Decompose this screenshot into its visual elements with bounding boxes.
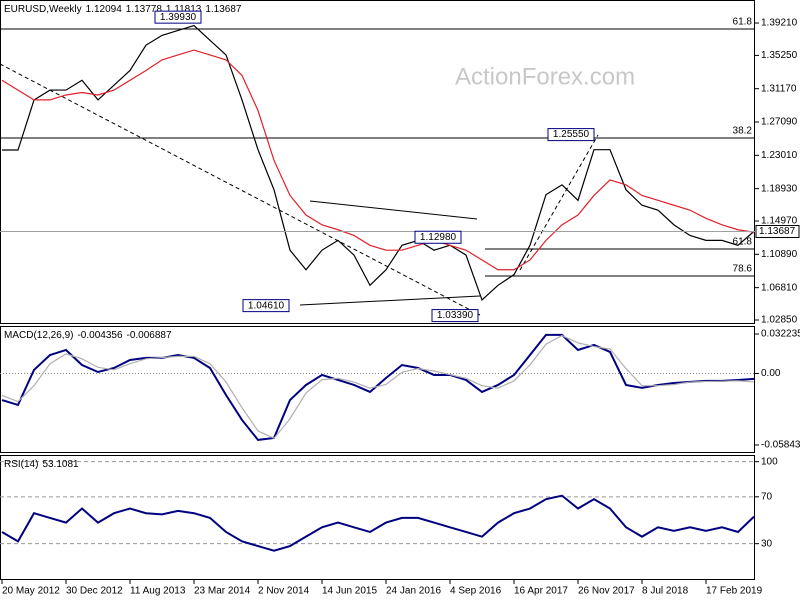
watermark: ActionForex.com — [455, 63, 635, 90]
y-tick-label: 0.00 — [761, 368, 781, 379]
y-tick-label: -0.058434 — [761, 440, 800, 451]
y-tick-label: 1.23010 — [761, 150, 798, 161]
readout-value: -0.006887 — [127, 330, 172, 341]
panel-frame — [0, 0, 755, 324]
y-tick-label: 1.18930 — [761, 183, 798, 194]
series-line — [1, 334, 755, 440]
y-tick-label: 1.27090 — [761, 117, 798, 128]
x-tick-label: 20 May 2012 — [2, 586, 60, 597]
x-tick-label: 17 Feb 2019 — [706, 586, 763, 597]
y-tick-label: 70 — [761, 491, 773, 502]
annotation-box — [431, 309, 479, 323]
panel-title: MACD(12,26,9) — [4, 330, 73, 341]
y-tick-label: 1.02850 — [761, 315, 798, 326]
trendline — [519, 134, 599, 271]
annotation-box — [414, 230, 462, 244]
x-tick-label: 16 Apr 2017 — [514, 586, 568, 597]
annotation-label: 1.39930 — [160, 12, 197, 23]
readout-value: -0.004356 — [77, 330, 122, 341]
panel-header: EURUSD,Weekly 1.12094 1.13778 1.11813 1.1368… — [4, 4, 242, 15]
x-tick-label: 8 Jul 2018 — [642, 586, 689, 597]
x-tick-label: 14 Jun 2015 — [322, 586, 377, 597]
panel-title: RSI(14) — [4, 459, 38, 470]
panel-header: MACD(12,26,9) -0.004356 -0.006887 — [4, 330, 172, 341]
x-tick-label: 30 Dec 2012 — [66, 586, 123, 597]
trendline — [309, 200, 478, 220]
annotation-label: 1.25550 — [553, 129, 590, 140]
y-tick-label: 0.032235 — [761, 329, 800, 340]
x-tick-label: 24 Jan 2016 — [386, 586, 441, 597]
y-tick-label: 1.14970 — [761, 216, 798, 227]
annotation-box — [154, 10, 202, 24]
level-label: 61.8 — [733, 17, 753, 28]
y-tick-label: 1.10890 — [761, 249, 798, 260]
annotation-box — [547, 128, 595, 142]
series-line — [1, 49, 755, 271]
trendline — [299, 295, 481, 306]
level-label: 78.6 — [733, 264, 753, 275]
annotation-box — [242, 299, 290, 313]
readout-value: 53.1081 — [42, 459, 79, 470]
series-line — [1, 494, 755, 552]
x-tick-label: 11 Aug 2013 — [130, 586, 186, 597]
x-tick-label: 26 Nov 2017 — [578, 586, 635, 597]
series-line — [2, 24, 755, 302]
level-label: 38.2 — [733, 126, 753, 137]
y-tick-label: 30 — [761, 538, 773, 549]
y-tick-label: 100 — [761, 456, 778, 467]
panel-frame — [0, 326, 755, 453]
y-tick-label: 1.35250 — [761, 50, 798, 61]
readout-value: 1.13778 — [126, 4, 163, 15]
y-tick-label: 1.39210 — [761, 18, 798, 29]
panel-header: RSI(14) 53.1081 — [4, 459, 79, 470]
y-tick-label: 1.31170 — [761, 83, 797, 94]
annotation-label: 1.03390 — [437, 310, 474, 321]
x-tick-label: 2 Nov 2014 — [258, 586, 310, 597]
y-tick-label: 1.06810 — [761, 282, 798, 293]
readout-value: 1.13687 — [205, 4, 242, 15]
annotation-label: 1.04610 — [248, 300, 285, 311]
trendlines — [0, 63, 599, 316]
trendline — [0, 63, 481, 316]
series-line — [1, 333, 755, 441]
x-tick-label: 4 Sep 2016 — [450, 586, 502, 597]
panel-title: EURUSD,Weekly — [4, 4, 82, 15]
x-tick-label: 23 Mar 2014 — [194, 586, 251, 597]
readout-value: 1.12094 — [86, 4, 123, 15]
annotation-label: 1.12980 — [420, 232, 457, 243]
readout-value: 1.11813 — [166, 4, 202, 15]
current-price-box — [755, 224, 800, 238]
current-price-label: 1.13687 — [759, 226, 796, 237]
